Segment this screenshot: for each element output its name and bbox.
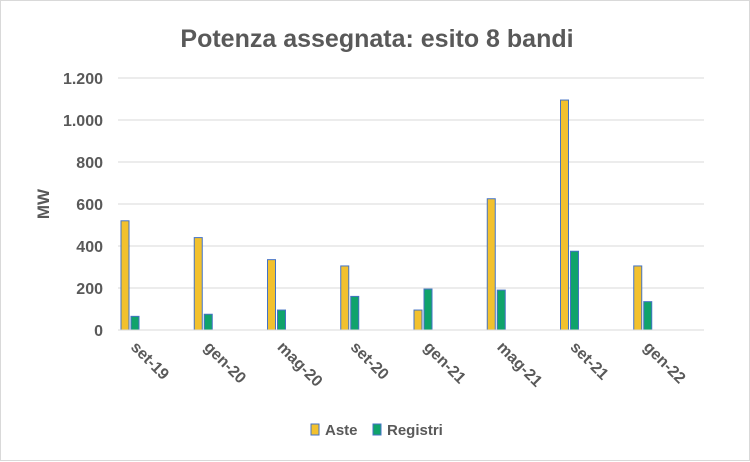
gridlines xyxy=(118,77,704,289)
bar-aste-set-20 xyxy=(340,265,350,331)
x-tick-label: gen-22 xyxy=(640,339,689,388)
legend-swatch-aste xyxy=(310,423,320,436)
legend-label-registri: Registri xyxy=(387,422,443,439)
y-tick-label: 400 xyxy=(76,239,103,256)
bar-registri-set-20 xyxy=(350,295,360,331)
legend: Aste Registri xyxy=(310,422,443,439)
y-axis-ticks: 0 200 400 600 800 1.000 1.200 xyxy=(63,71,103,340)
bar-aste-gen-22 xyxy=(633,265,643,331)
bar-registri-gen-20 xyxy=(203,313,213,331)
bar-aste-set-19 xyxy=(120,220,130,331)
y-tick-label: 600 xyxy=(76,197,103,214)
bar-aste-mag-20 xyxy=(267,259,276,331)
x-tick-label: set-20 xyxy=(347,339,392,384)
bars xyxy=(120,99,653,331)
x-tick-label: set-19 xyxy=(127,339,172,384)
x-tick-label: mag-21 xyxy=(493,339,545,391)
y-tick-label: 0 xyxy=(94,323,103,340)
bar-registri-mag-21 xyxy=(496,289,506,331)
bar-registri-gen-22 xyxy=(643,301,653,331)
bar-aste-gen-20 xyxy=(193,237,203,331)
y-axis-label: MW xyxy=(34,188,53,219)
x-tick-label: mag-20 xyxy=(274,339,326,391)
legend-label-aste: Aste xyxy=(325,422,358,439)
chart-title: Potenza assegnata: esito 8 bandi xyxy=(180,25,573,53)
y-tick-label: 800 xyxy=(76,155,103,172)
bar-registri-gen-21 xyxy=(423,288,433,331)
y-tick-label: 1.000 xyxy=(63,113,103,130)
bar-registri-mag-20 xyxy=(277,309,286,331)
x-axis-ticks: set-19 gen-20 mag-20 set-20 gen-21 mag-21 set-… xyxy=(127,339,688,391)
bar-aste-gen-21 xyxy=(413,309,423,331)
bar-registri-set-21 xyxy=(570,250,579,331)
x-tick-label: gen-21 xyxy=(420,339,469,388)
y-tick-label: 1.200 xyxy=(63,71,103,88)
y-tick-label: 200 xyxy=(76,281,103,298)
x-tick-label: set-21 xyxy=(567,339,612,384)
bar-aste-set-21 xyxy=(560,99,569,331)
x-tick-label: gen-20 xyxy=(200,339,249,388)
bar-registri-set-19 xyxy=(130,315,140,331)
legend-swatch-registri xyxy=(372,423,382,436)
bar-aste-mag-21 xyxy=(486,198,496,331)
